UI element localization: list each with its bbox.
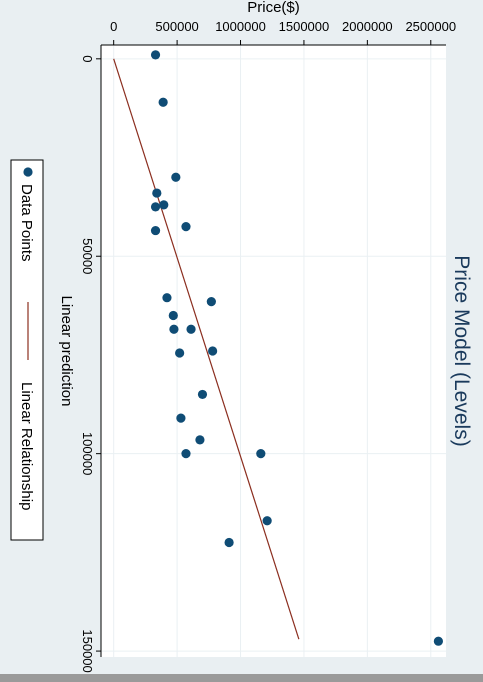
legend: Data Points Linear Relationship <box>10 159 44 541</box>
data-point-3 <box>152 188 162 198</box>
legend-label-linear-relationship: Linear Relationship <box>18 382 35 510</box>
data-point-10 <box>168 310 178 321</box>
x-tick-label-2: 1000000 <box>215 19 266 34</box>
x-tick-label-5: 2500000 <box>405 19 456 34</box>
y-tick-label-1: 50000 <box>80 238 95 274</box>
chart-title: Price Model (Levels) <box>450 255 473 446</box>
data-point-2 <box>171 172 181 182</box>
data-point-18 <box>181 449 191 459</box>
data-point-9 <box>206 297 216 307</box>
data-point-15 <box>197 389 208 400</box>
data-point-20 <box>262 516 272 526</box>
data-point-7 <box>150 225 161 236</box>
legend-box <box>10 159 44 541</box>
data-point-17 <box>195 435 205 445</box>
data-point-22 <box>433 636 443 646</box>
window-bottom-edge <box>0 674 483 682</box>
data-point-16 <box>176 413 186 423</box>
legend-marker-data-points <box>23 167 33 177</box>
data-point-0 <box>150 50 161 60</box>
x-tick-label-3: 1500000 <box>279 19 330 34</box>
y-tick-label-0: 0 <box>80 55 95 62</box>
x-tick-label-1: 500000 <box>155 19 198 34</box>
data-point-1 <box>158 97 168 107</box>
data-point-6 <box>181 222 191 232</box>
data-point-12 <box>186 324 196 334</box>
y-axis-title: Linear prediction <box>58 296 75 407</box>
x-tick-label-0: 0 <box>110 19 117 34</box>
data-point-11 <box>169 324 179 334</box>
data-point-21 <box>224 537 234 548</box>
data-point-13 <box>175 348 185 358</box>
data-point-19 <box>256 449 266 459</box>
plot-background <box>101 45 446 657</box>
y-tick-label-3: 150000 <box>80 629 95 672</box>
data-point-14 <box>208 346 218 356</box>
legend-label-data-points: Data Points <box>18 184 35 262</box>
x-axis-title: Price($) <box>247 0 300 16</box>
data-point-8 <box>162 293 172 303</box>
data-point-4 <box>150 202 161 212</box>
data-point-5 <box>159 200 169 210</box>
x-tick-label-4: 2000000 <box>342 19 393 34</box>
y-tick-label-2: 100000 <box>80 432 95 475</box>
fit-line-segment-0 <box>113 58 300 640</box>
